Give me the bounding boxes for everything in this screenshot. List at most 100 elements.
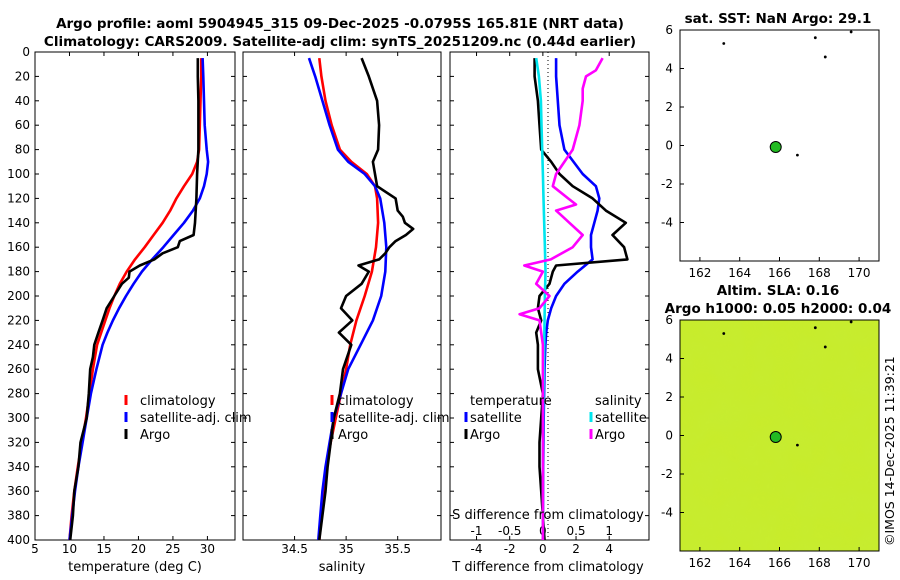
title-line-2: Climatology: CARS2009. Satellite-adj cli… — [44, 34, 636, 50]
map-x-tick-label: 164 — [728, 266, 751, 280]
x-tick-label: 20 — [131, 542, 146, 556]
island-mark — [849, 320, 853, 324]
legend-satellite: satellite-adj. clim — [338, 411, 450, 426]
depth-tick-label: 220 — [7, 313, 30, 327]
depth-tick-label: 400 — [7, 533, 30, 547]
map-y-tick-label: 2 — [665, 100, 673, 114]
s-tick-label: -1 — [471, 524, 483, 538]
legend-s-satellite: satellite — [595, 411, 647, 426]
sst-map-panel: sat. SST: NaN Argo: 29.1 162 164 166 168 170… — [661, 11, 880, 280]
temperature-tick-labels: 5 10 15 20 25 30 — [31, 52, 215, 556]
depth-tick-label: 180 — [7, 265, 30, 279]
island-mark — [849, 30, 853, 34]
sla-map-panel: Altim. SLA: 0.16 Argo h1000: 0.05 h2000:… — [661, 283, 891, 570]
legend-t-satellite: satellite — [470, 411, 522, 426]
map-y-tick-label: 0 — [665, 139, 673, 153]
map-y-tick-label: 6 — [665, 23, 673, 37]
depth-tick-label: 240 — [7, 338, 30, 352]
island-mark — [823, 55, 827, 59]
x-tick-label: -4 — [471, 542, 483, 556]
difference-axes-frame — [449, 51, 650, 541]
depth-tick-label: 280 — [7, 387, 30, 401]
map-y-tick-label: 4 — [665, 62, 673, 76]
x-tick-label: 4 — [605, 542, 613, 556]
map-x-tick-label: 168 — [808, 266, 831, 280]
island-mark — [813, 36, 817, 40]
depth-tick-label: 160 — [7, 240, 30, 254]
salinity-axes-frame — [242, 51, 442, 541]
map-x-tick-label: 162 — [688, 556, 711, 570]
map-x-tick-label: 166 — [768, 556, 791, 570]
depth-tick-label: 320 — [7, 435, 30, 449]
series-line-temperature-satellite — [541, 58, 601, 541]
island-mark — [813, 326, 817, 330]
difference-legend: temperature satellite Argo salinity sate… — [464, 394, 647, 443]
depth-tick-label: 360 — [7, 484, 30, 498]
imos-timestamp-watermark: ©IMOS 14-Dec-2025 11:39:21 — [882, 356, 897, 546]
legend-climatology: climatology — [338, 394, 414, 409]
salinity-panel: 34.5 35 35.5 salinity climatology satellit… — [242, 51, 450, 575]
map-y-tick-label: -4 — [661, 506, 673, 520]
temperature-legend: climatology satellite-adj. clim Argo — [124, 394, 252, 443]
title-line-1: Argo profile: aoml 5904945_315 09-Dec-20… — [56, 16, 624, 32]
legend-argo: Argo — [140, 428, 170, 443]
legend-satellite: satellite-adj. clim — [140, 411, 252, 426]
s-tick-label: -0.5 — [498, 524, 521, 538]
t-difference-xlabel: T difference from climatology — [451, 560, 644, 575]
legend-title-salinity: salinity — [595, 394, 642, 409]
island-mark — [722, 42, 726, 45]
salinity-xlabel: salinity — [319, 560, 366, 575]
x-tick-label: 10 — [62, 542, 77, 556]
temperature-panel: 0204060801001201401601802002202402602803… — [7, 45, 649, 575]
depth-tick-label: 120 — [7, 191, 30, 205]
depth-tick-label: 60 — [15, 118, 30, 132]
map-y-tick-label: 2 — [665, 390, 673, 404]
depth-tick-label: 20 — [15, 69, 30, 83]
series-line-satellite — [307, 57, 388, 541]
map-y-tick-label: -2 — [661, 467, 673, 481]
depth-tick-label: 380 — [7, 509, 30, 523]
island-mark — [796, 443, 799, 447]
legend-s-argo: Argo — [595, 428, 625, 443]
island-mark — [722, 332, 726, 335]
x-tick-label: 5 — [31, 542, 39, 556]
temperature-xlabel: temperature (deg C) — [68, 560, 202, 575]
map-x-tick-label: 168 — [808, 556, 831, 570]
map-x-tick-label: 170 — [848, 266, 871, 280]
sla-map-title-1: Altim. SLA: 0.16 — [717, 283, 839, 299]
s-tick-label: 0.5 — [566, 524, 585, 538]
map-y-tick-label: -2 — [661, 177, 673, 191]
depth-tick-labels: 0 20 40 60 80 100 120 140 160 180 200 220 240 260 280 3… — [7, 45, 649, 547]
map-x-tick-label: 162 — [688, 266, 711, 280]
depth-tick-label: 80 — [15, 143, 30, 157]
x-tick-label: 35.5 — [384, 542, 411, 556]
depth-tick-label: 40 — [15, 94, 30, 108]
sla-map-tick-labels: 162 164 166 168 170 -4 -2 0 2 4 6 — [661, 313, 871, 570]
sst-map-title: sat. SST: NaN Argo: 29.1 — [685, 11, 872, 27]
map-y-tick-label: -4 — [661, 216, 673, 230]
x-tick-label: 2 — [572, 542, 580, 556]
depth-tick-label: 0 — [22, 45, 30, 59]
depth-tick-label: 300 — [7, 411, 30, 425]
x-tick-label: 34.5 — [281, 542, 308, 556]
difference-panel: -4 -2 0 2 4 -1 -0.5 0 0.5 1 S difference from cl… — [449, 51, 650, 575]
series-line-argo — [68, 58, 200, 541]
legend-argo: Argo — [338, 428, 368, 443]
argo-profile-location — [769, 141, 782, 154]
x-tick-label: 15 — [96, 542, 111, 556]
series-line-climatology — [68, 58, 203, 541]
s-tick-label: 1 — [605, 524, 613, 538]
series-line-argo — [318, 57, 415, 541]
legend-t-argo: Argo — [470, 428, 500, 443]
argo-profile-location — [769, 431, 782, 444]
depth-tick-label: 260 — [7, 362, 30, 376]
series-line-salinity-argo — [518, 57, 604, 540]
x-tick-label: 0 — [539, 542, 547, 556]
x-tick-label: -2 — [504, 542, 516, 556]
map-x-tick-label: 164 — [728, 556, 751, 570]
x-tick-label: 35 — [338, 542, 353, 556]
t-difference-tick-labels: -4 -2 0 2 4 — [471, 52, 613, 556]
map-x-tick-label: 170 — [848, 556, 871, 570]
map-y-tick-label: 0 — [665, 429, 673, 443]
depth-tick-label: 200 — [7, 289, 30, 303]
